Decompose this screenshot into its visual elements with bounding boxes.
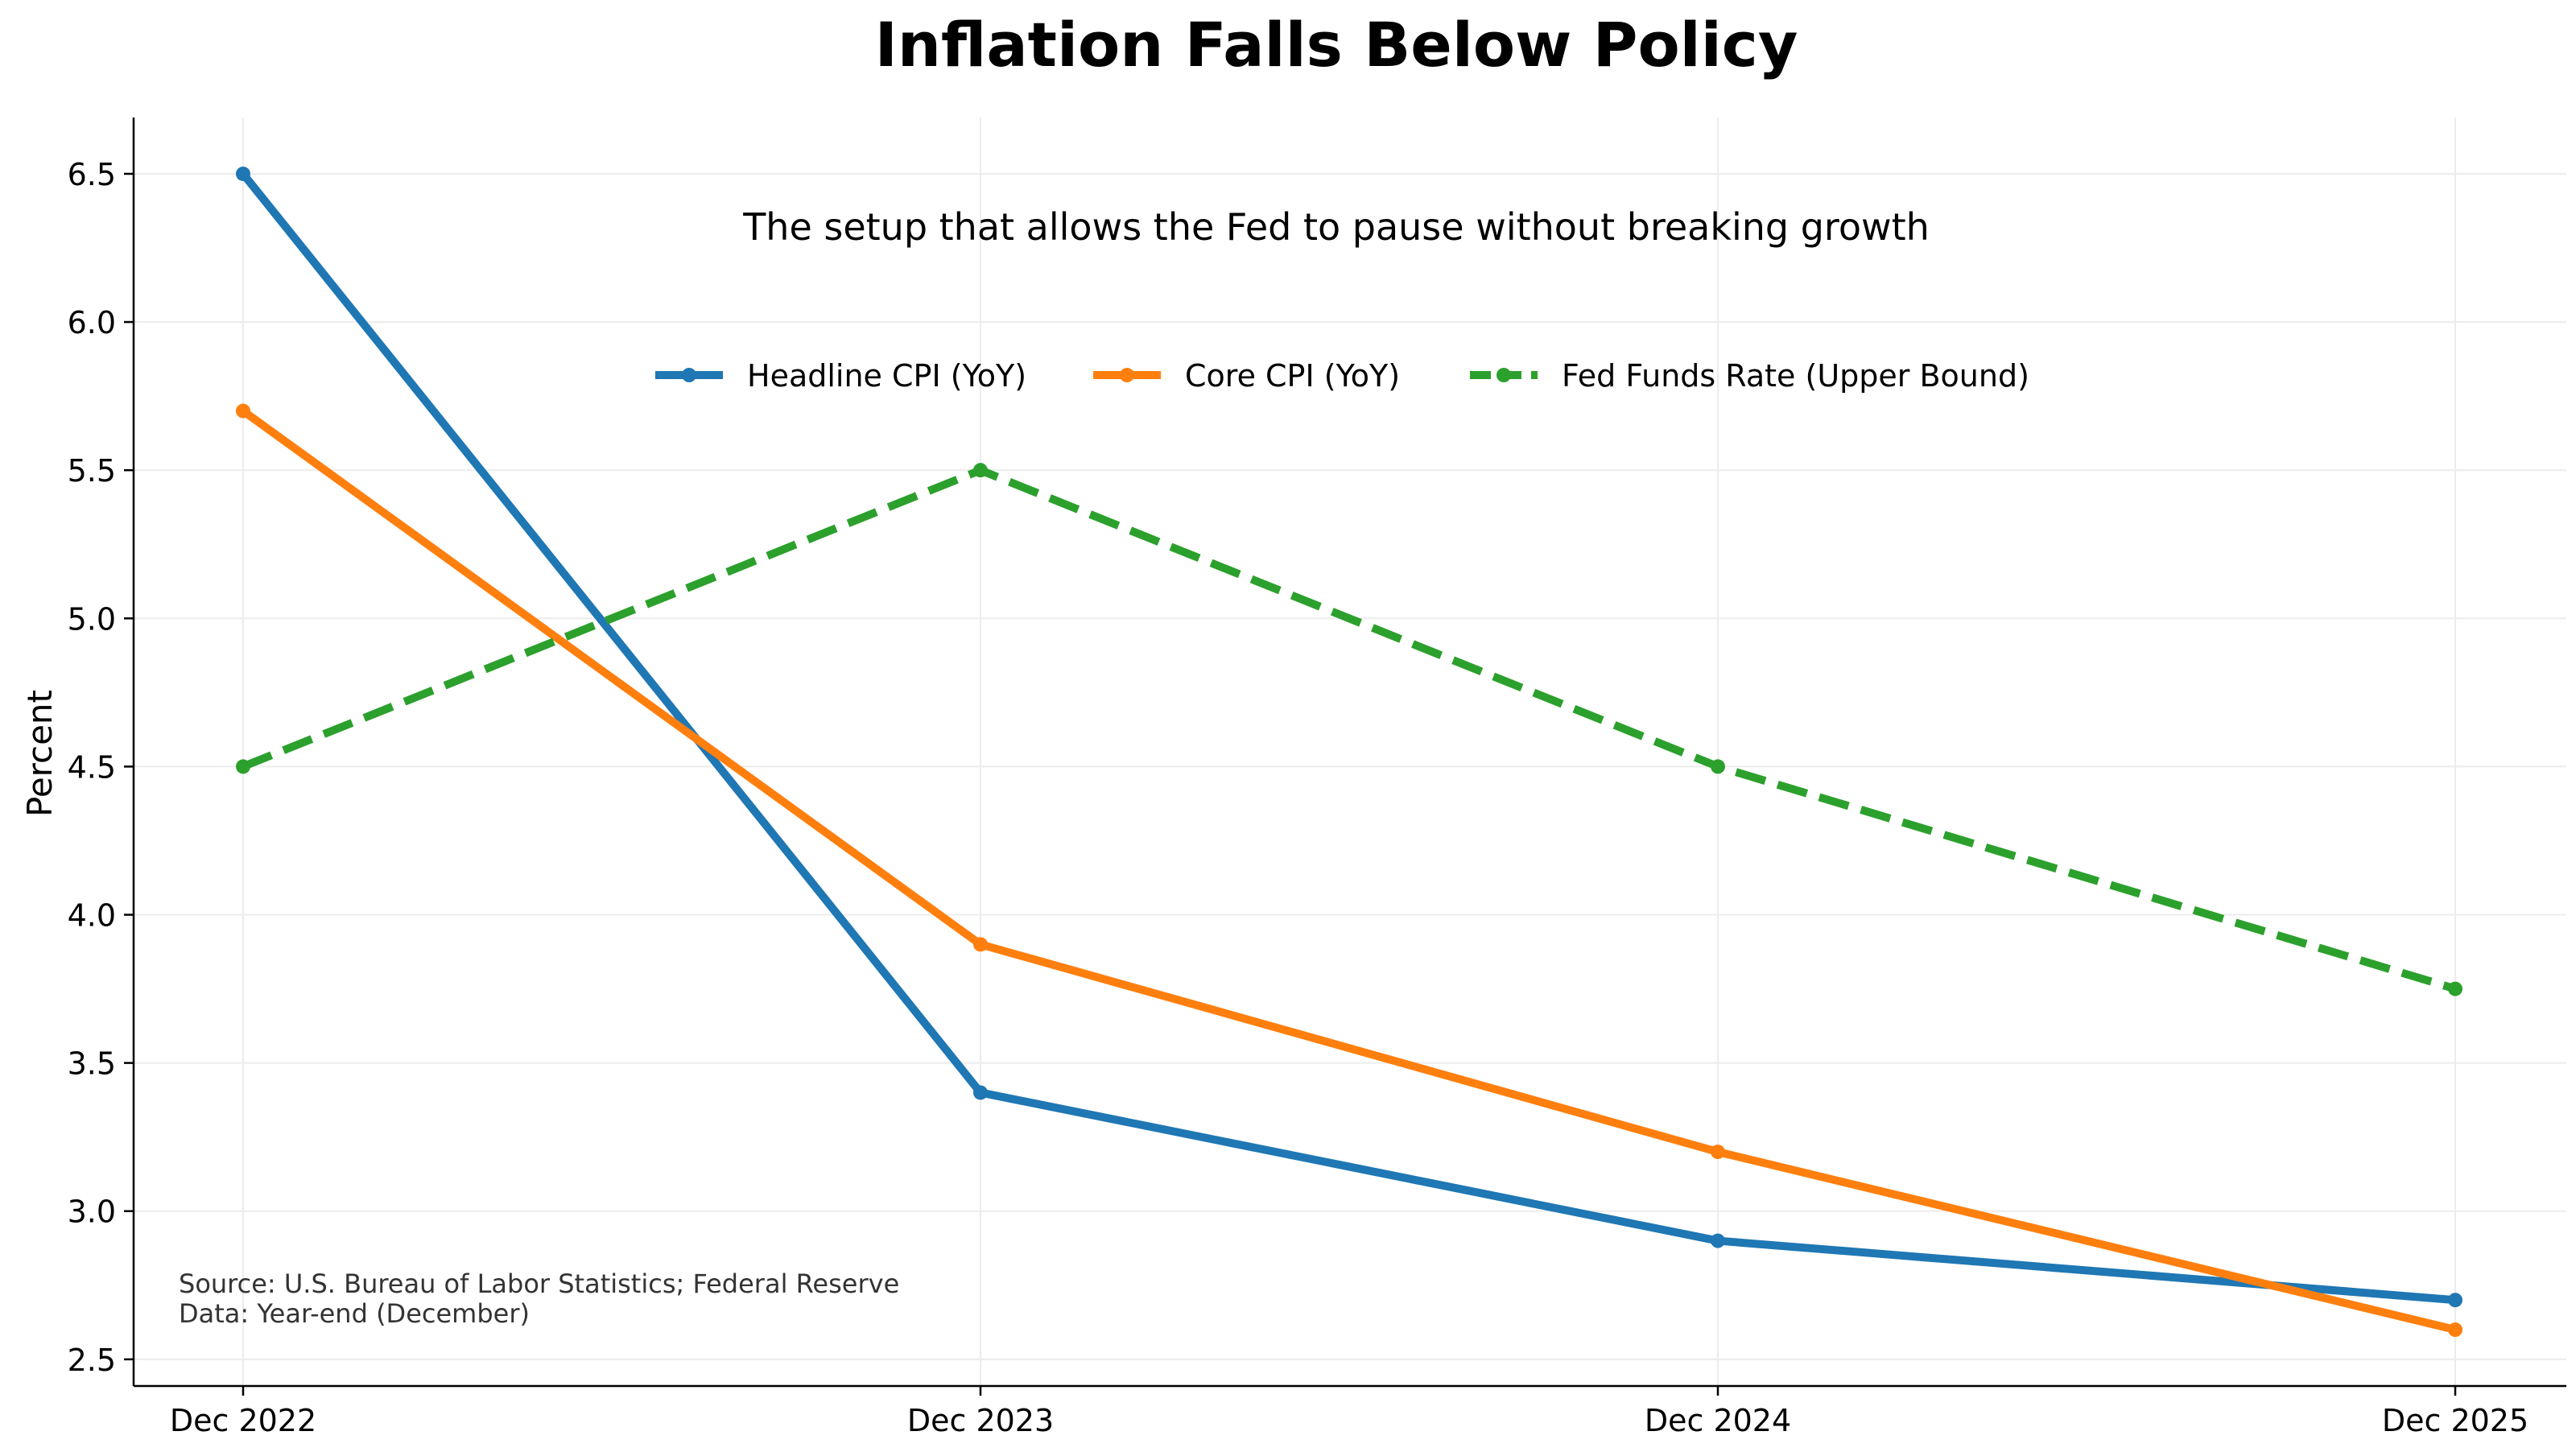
y-tick-label-4: 4.5 <box>68 749 116 785</box>
x-tick-label-3: Dec 2025 <box>2382 1403 2529 1438</box>
legend-marker-2 <box>1496 368 1511 382</box>
y-tick-label-2: 3.5 <box>68 1046 116 1082</box>
legend-label-0: Headline CPI (YoY) <box>747 358 1026 394</box>
legend-label-2: Fed Funds Rate (Upper Bound) <box>1562 358 2029 394</box>
y-tick-label-3: 4.0 <box>68 898 116 934</box>
data-point-0-0 <box>236 166 250 181</box>
legend-marker-0 <box>682 368 696 382</box>
data-point-1-1 <box>973 937 988 952</box>
x-tick-label-2: Dec 2024 <box>1645 1403 1791 1438</box>
chart-subtitle: The setup that allows the Fed to pause w… <box>742 205 1930 249</box>
data-point-2-3 <box>2448 981 2462 996</box>
data-annotation: Data: Year-end (December) <box>179 1298 530 1329</box>
grid-layer <box>134 118 2566 1386</box>
x-tick-label-1: Dec 2023 <box>907 1403 1054 1438</box>
legend-marker-1 <box>1120 368 1134 382</box>
data-point-1-2 <box>1711 1145 1725 1160</box>
y-tick-label-0: 2.5 <box>68 1343 116 1378</box>
series-line-2 <box>242 466 2457 993</box>
series-layer <box>236 166 2462 1338</box>
x-tick-label-0: Dec 2022 <box>170 1403 316 1438</box>
data-point-2-0 <box>236 759 250 774</box>
series-line-0 <box>240 171 2456 1305</box>
axes-layer: 2.5 3.0 3.5 4.0 4.5 5.0 5.5 6.0 6.5 Dec 2022 Dec 2… <box>68 118 2566 1438</box>
data-point-0-3 <box>2448 1293 2462 1308</box>
chart-title: Inflation Falls Below Policy <box>875 9 1798 80</box>
data-point-2-1 <box>973 463 988 478</box>
source-annotation: Source: U.S. Bureau of Labor Statistics;… <box>179 1268 899 1299</box>
data-point-1-3 <box>2448 1322 2462 1338</box>
data-point-2-2 <box>1711 759 1725 774</box>
y-tick-label-1: 3.0 <box>68 1194 116 1230</box>
y-tick-label-8: 6.5 <box>68 157 116 192</box>
data-point-1-0 <box>236 403 250 419</box>
data-point-0-2 <box>1711 1233 1725 1248</box>
y-axis-label: Percent <box>20 690 60 817</box>
data-point-0-1 <box>973 1085 988 1100</box>
legend: Headline CPI (YoY) Core CPI (YoY) Fed Fund… <box>655 358 2029 394</box>
y-tick-label-5: 5.0 <box>68 601 116 637</box>
legend-label-1: Core CPI (YoY) <box>1185 358 1400 394</box>
series-line-1 <box>241 407 2457 1334</box>
y-tick-label-7: 6.0 <box>68 305 116 340</box>
y-tick-label-6: 5.5 <box>68 453 116 489</box>
